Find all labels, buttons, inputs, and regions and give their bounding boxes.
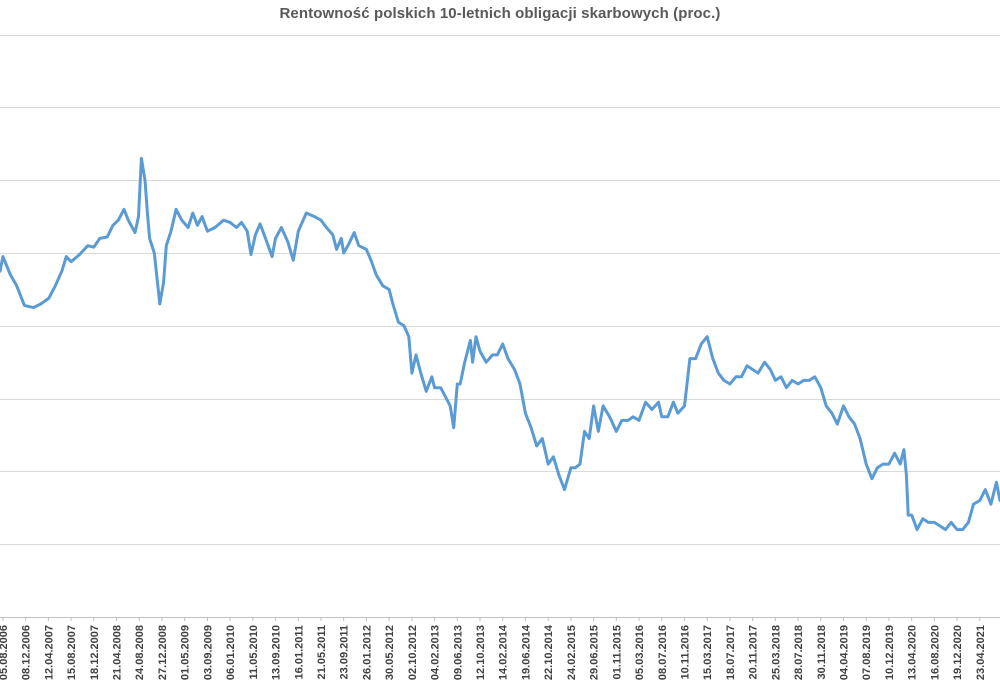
x-tick-label: 05.08.2006 [0,625,10,680]
x-tick-label: 02.10.2012 [407,625,419,680]
x-tick-label: 07.08.2019 [861,625,873,680]
x-tick-label: 06.01.2010 [225,625,237,680]
x-tick-label: 23.04.2021 [975,625,987,680]
x-tick-label: 12.10.2013 [475,625,487,680]
x-tick-label: 21.04.2008 [112,625,124,680]
x-tick-label: 29.06.2015 [589,625,601,680]
x-tick-label: 16.01.2011 [293,625,305,679]
series-layer [0,156,1000,532]
x-tick-label: 10.11.2016 [680,625,692,679]
x-tick-label: 19.12.2020 [952,625,964,680]
x-tick-labels: 05.08.2006 08.12.2006 12.04.2007 15.08.2007… [0,617,987,680]
x-tick-label: 23.09.2011 [339,625,351,679]
x-tick-label: 01.05.2009 [180,625,192,680]
x-tick-label: 30.11.2018 [816,625,828,679]
x-tick-label: 12.04.2007 [43,625,55,680]
x-tick-label: 20.11.2017 [748,625,760,679]
x-tick-label: 30.05.2012 [384,625,396,680]
series-line-0 [0,156,1000,532]
x-tick-label: 14.02.2014 [498,624,510,680]
x-tick-label: 16.08.2020 [929,625,941,680]
x-tick-label: 27.12.2008 [157,625,169,680]
x-tick-label: 22.10.2014 [543,624,555,680]
x-tick-label: 18.12.2007 [89,625,101,680]
x-tick-label: 05.03.2016 [634,625,646,680]
x-tick-label: 24.02.2015 [566,625,578,680]
x-tick-label: 04.02.2013 [430,625,442,680]
x-tick-label: 28.07.2018 [793,625,805,680]
x-tick-label: 11.05.2010 [248,625,260,679]
x-tick-label: 19.06.2014 [520,624,532,680]
gridlines [0,35,1000,545]
x-tick-label: 18.07.2017 [725,625,737,680]
x-tick-label: 15.03.2017 [702,625,714,680]
chart-title: Rentowność polskich 10-letnich obligacji… [279,5,721,22]
x-tick-label: 25.03.2018 [770,625,782,680]
x-tick-label: 13.09.2010 [271,625,283,680]
x-tick-label: 08.12.2006 [21,625,33,680]
x-tick-label: 10.12.2019 [884,625,896,680]
x-tick-label: 09.06.2013 [452,625,464,680]
x-tick-label: 13.04.2020 [907,625,919,680]
x-tick-label: 04.04.2019 [839,625,851,680]
x-tick-label: 21.05.2011 [316,625,328,679]
x-tick-label: 01.11.2015 [611,625,623,679]
x-tick-label: 03.09.2009 [202,625,214,680]
x-tick-label: 15.08.2007 [66,625,78,680]
x-tick-label: 24.08.2008 [134,625,146,680]
x-tick-label: 26.01.2012 [361,625,373,680]
x-tick-label: 08.07.2016 [657,625,669,680]
